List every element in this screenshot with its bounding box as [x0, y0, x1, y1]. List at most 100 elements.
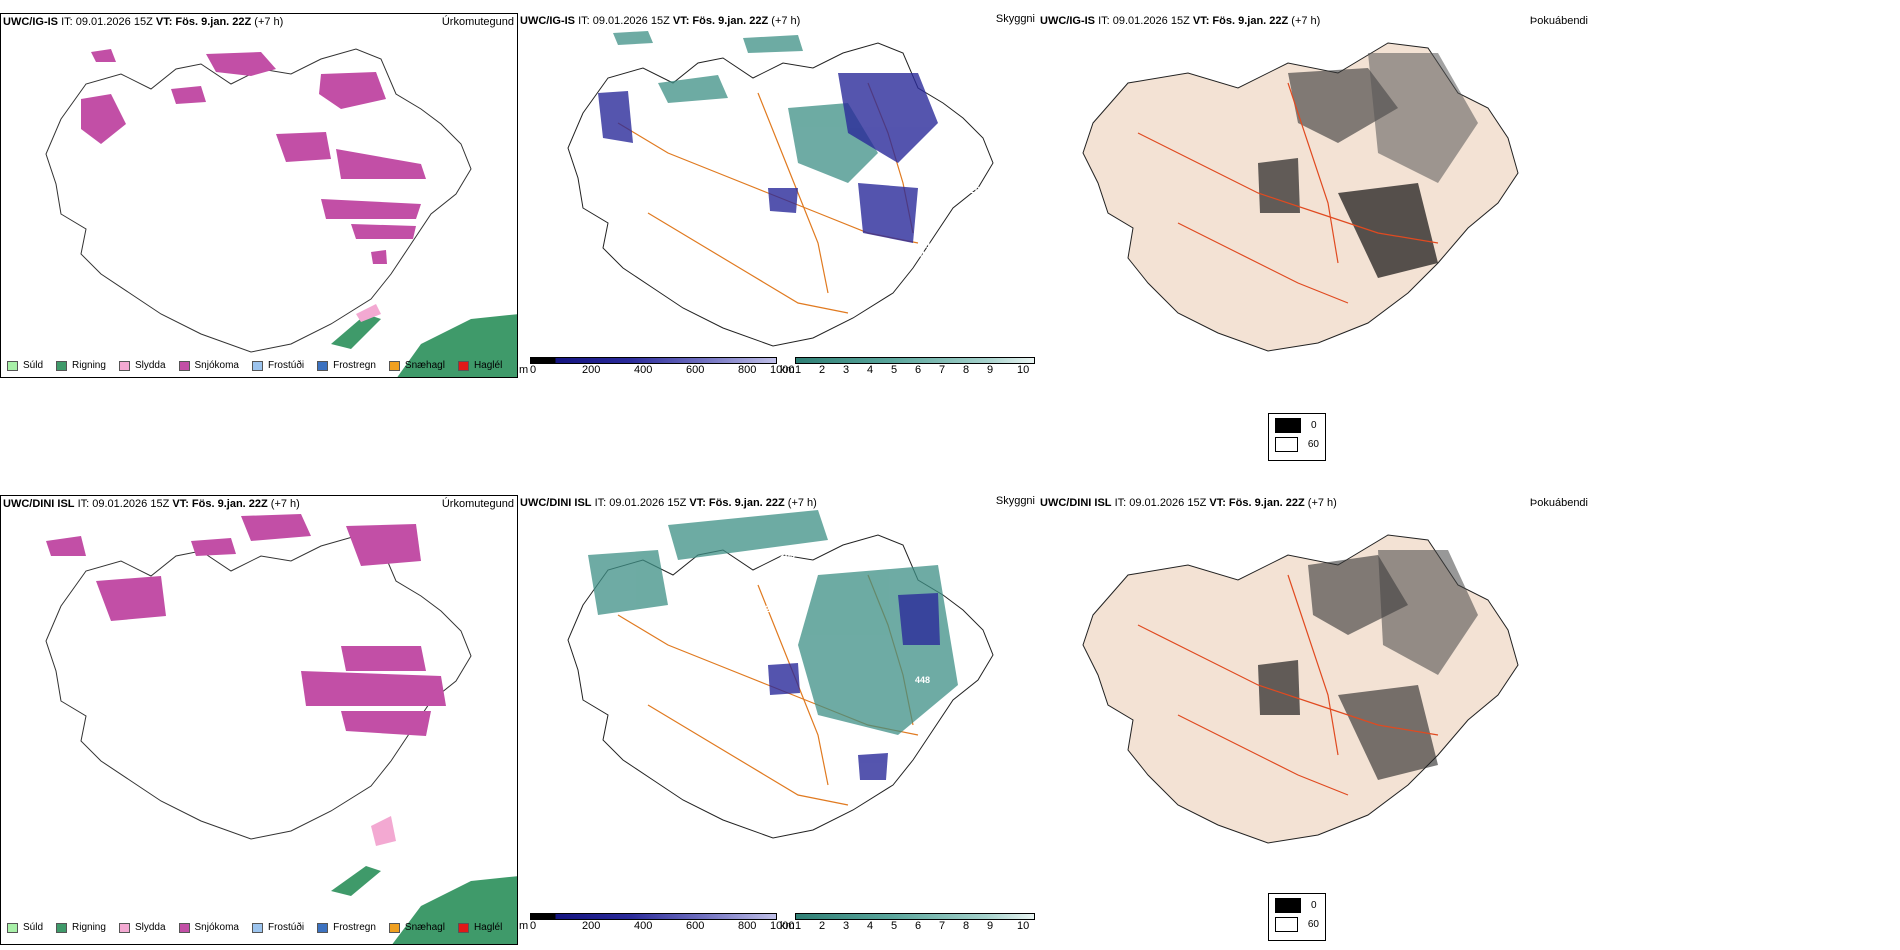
vis-number: 83: [930, 192, 941, 202]
low-ceiling-areas: [598, 73, 938, 243]
ceiling-scale-ticks: 0 200 400 600 800 1000: [530, 920, 794, 934]
legend-item: Slydda: [118, 360, 166, 371]
legend-swatch: [388, 360, 400, 371]
legend-swatch: [178, 922, 190, 933]
valid-time: Fös. 9.jan. 22Z: [692, 15, 769, 27]
legend-label: Slydda: [134, 922, 166, 933]
fog-scale-top: 0 60: [1268, 413, 1326, 461]
visibility-title-bottom: UWC/DINI ISL IT: 09.01.2026 15Z VT: Fös.…: [520, 497, 817, 509]
fog-roads: [1137, 82, 1439, 304]
ceiling-scale-bar: [530, 357, 777, 364]
legend-label: Snæhagl: [404, 360, 445, 371]
vis-number: 126: [1018, 140, 1034, 150]
valid-label: VT:: [1192, 15, 1210, 27]
legend-swatch: [118, 360, 130, 371]
fog-scale-item: 0: [1275, 418, 1319, 433]
scale-tick: 5: [891, 920, 898, 932]
lead-time: (+7 h): [787, 497, 817, 509]
legend-item: Slydda: [118, 922, 166, 933]
scale-tick: 800: [738, 364, 757, 376]
vis-number: 161: [1025, 240, 1041, 250]
legend-item: Rigning: [56, 922, 106, 933]
valid-time: Fös. 9.jan. 22Z: [708, 497, 785, 509]
visibility-scale-unit: km: [780, 920, 795, 932]
vis-number: 562: [1048, 558, 1064, 568]
legend-swatch: [251, 360, 263, 371]
lead-time: (+7 h): [1291, 15, 1321, 27]
fog-scale-item: 0: [1275, 898, 1319, 913]
valid-time: Fös. 9.jan. 22Z: [175, 16, 252, 28]
snow-areas: [46, 514, 446, 736]
legend-item: Súld: [7, 360, 43, 371]
scale-tick: 2: [819, 920, 826, 932]
rain-area: [331, 314, 517, 377]
scale-tick: 3: [843, 364, 850, 376]
vis-number-layer-bottom: 265 356 172 585 222 396 75 93 448 543 38…: [640, 520, 1069, 850]
scale-tick: 600: [686, 364, 705, 376]
legend-swatch: [7, 360, 18, 371]
panel-type-label: Úrkomutegund: [441, 498, 514, 510]
vis-number-layer-top: 947 94 15 52 358 38 406 266 126 140 706 …: [640, 40, 1055, 370]
legend-item: Snæhagl: [388, 360, 445, 371]
init-time: IT: 09.01.2026 15Z: [61, 16, 153, 28]
fog-title-top: UWC/IG-IS IT: 09.01.2026 15Z VT: Fös. 9.…: [1040, 15, 1320, 27]
precip-legend-top: Súld Rigning Slydda Snjókoma Frostúði Fr…: [7, 360, 502, 371]
legend-item: Frostregn: [317, 922, 376, 933]
vis-number: 265: [780, 550, 796, 560]
scale-tick: 8: [963, 364, 970, 376]
fog-shading: [1258, 550, 1478, 780]
legend-label: Slydda: [134, 360, 166, 371]
model-name: UWC/DINI ISL: [520, 497, 592, 509]
ceiling-scale-bar: [530, 913, 777, 920]
low-ceiling-areas: [768, 593, 940, 780]
vis-number: 125: [1012, 715, 1028, 725]
scale-tick: 8: [963, 920, 970, 932]
scale-tick: 9: [987, 920, 994, 932]
scale-tick: 9: [987, 364, 994, 376]
vis-number: 38: [1000, 85, 1011, 95]
valid-label: VT:: [172, 498, 189, 510]
precip-type-panel-bottom: UWC/DINI ISL IT: 09.01.2026 15Z VT: Fös.…: [0, 495, 518, 945]
scale-tick: 400: [634, 920, 653, 932]
ceiling-scale-unit: m: [519, 364, 529, 376]
sleet-area: [356, 304, 381, 322]
scale-tick: 4: [867, 364, 874, 376]
panel-type-label: Þokuábendi: [1529, 15, 1588, 27]
panel-type-label: Skyggni: [995, 13, 1035, 25]
fog-scale-label: 0: [1311, 420, 1317, 431]
vis-number: 222: [760, 604, 776, 614]
legend-item: Frostregn: [317, 360, 376, 371]
vis-number: 71: [1005, 220, 1016, 230]
scale-tick: 6: [915, 920, 922, 932]
vis-number: 585: [730, 598, 746, 608]
panel-type-label: Þokuábendi: [1529, 497, 1588, 509]
vis-number: 706: [960, 162, 976, 172]
vis-number: 588: [1008, 195, 1024, 205]
legend-label: Frostregn: [333, 922, 376, 933]
fog-swatch: [1275, 898, 1301, 913]
scale-tick: 0: [530, 364, 537, 376]
scale-tick: 5: [891, 364, 898, 376]
scale-tick: 1: [795, 364, 802, 376]
panel-type-label: Skyggni: [995, 495, 1035, 507]
vis-number: 361: [1010, 620, 1026, 630]
legend-label: Súld: [23, 922, 44, 933]
legend-label: Súld: [23, 360, 44, 371]
legend-swatch: [56, 360, 68, 371]
fog-shading: [1258, 53, 1478, 278]
fog-swatch: [1275, 917, 1298, 932]
init-time: IT: 09.01.2026 15Z: [1114, 497, 1207, 509]
legend-item: Snæhagl: [388, 922, 445, 933]
legend-swatch: [56, 922, 68, 933]
legend-label: Frostúði: [267, 360, 305, 371]
vis-number: 270: [1033, 185, 1049, 195]
model-name: UWC/DINI ISL: [1040, 497, 1112, 509]
vis-number: 195: [995, 205, 1011, 215]
vis-number: 248: [1054, 660, 1070, 670]
iceland-outline: [45, 48, 472, 353]
visibility-panel-top: UWC/IG-IS IT: 09.01.2026 15Z VT: Fös. 9.…: [518, 13, 1038, 378]
model-name: UWC/IG-IS: [520, 15, 575, 27]
fog-scale-label: 0: [1311, 900, 1317, 911]
vis-number: 52: [760, 140, 771, 150]
scale-tick: 3: [843, 920, 850, 932]
